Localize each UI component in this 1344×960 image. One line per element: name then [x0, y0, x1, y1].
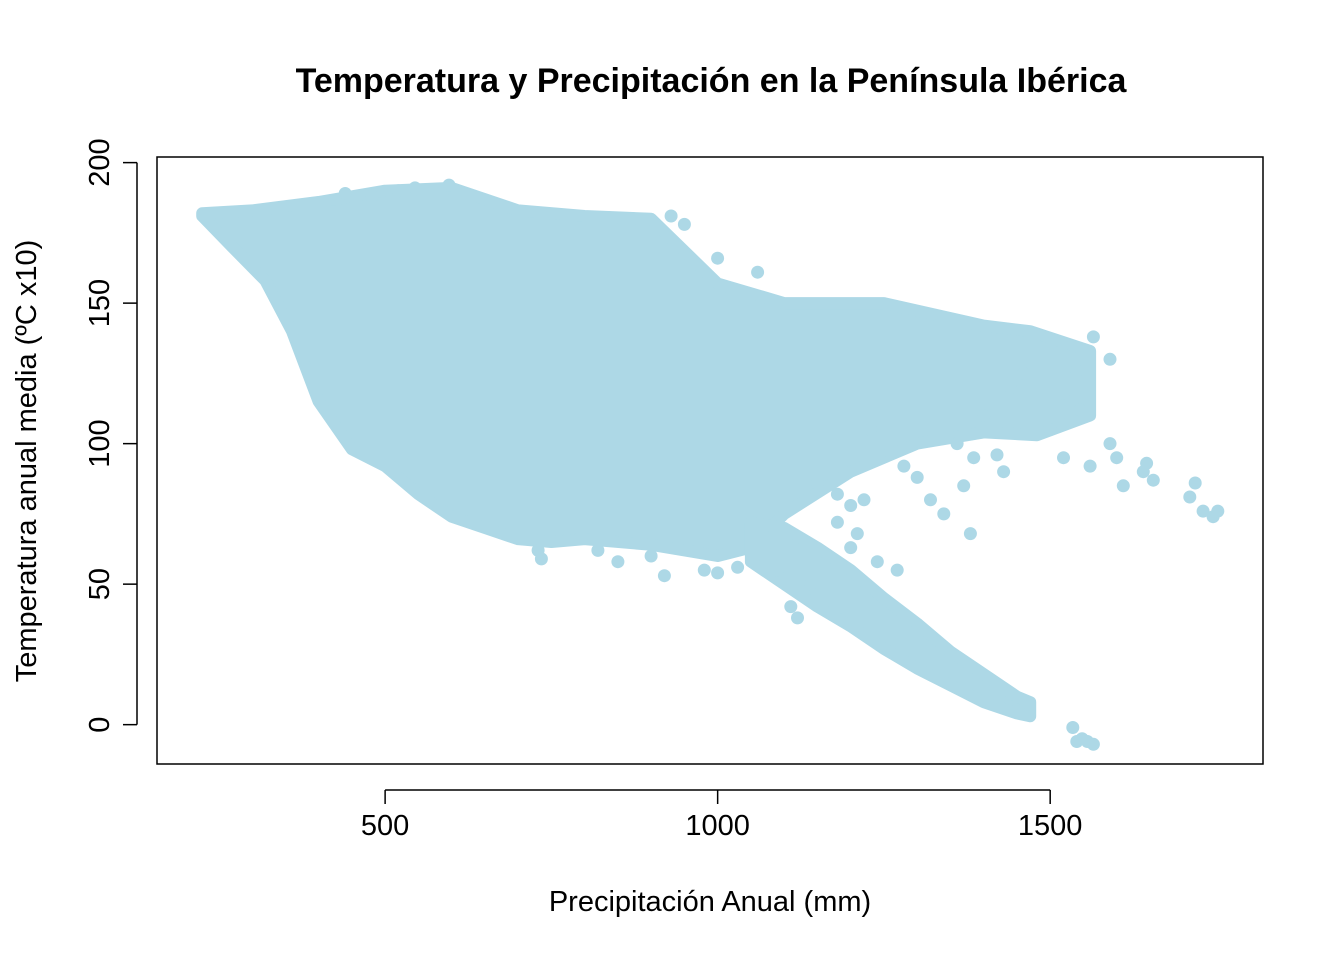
- data-point: [591, 543, 605, 557]
- data-point: [1196, 504, 1210, 518]
- data-point: [963, 527, 977, 541]
- y-axis: 0 50 100 150 200: [84, 138, 138, 733]
- data-point: [531, 543, 545, 557]
- x-tick-label: 1000: [685, 810, 750, 842]
- data-point: [1066, 721, 1080, 734]
- data-point: [644, 549, 658, 563]
- data-point: [1070, 364, 1084, 378]
- data-point: [711, 566, 725, 580]
- data-point: [365, 189, 379, 203]
- y-tick-label: 0: [84, 717, 116, 733]
- plot-area: [196, 178, 1225, 751]
- y-tick-label: 50: [84, 568, 116, 600]
- data-point: [1103, 352, 1117, 366]
- data-point: [910, 470, 924, 484]
- data-point: [810, 476, 824, 490]
- data-point: [1103, 437, 1117, 451]
- x-axis: 500 1000 1500: [361, 789, 1083, 842]
- data-point: [751, 265, 765, 279]
- data-point: [850, 527, 864, 541]
- data-point: [830, 487, 844, 501]
- data-point: [1086, 330, 1100, 344]
- data-point: [1057, 386, 1070, 400]
- data-point: [884, 445, 898, 459]
- data-point: [1083, 459, 1097, 473]
- data-point: [1116, 479, 1130, 493]
- data-point: [830, 515, 844, 529]
- data-point: [697, 563, 711, 577]
- data-point: [1211, 504, 1225, 518]
- data-point: [890, 563, 904, 577]
- data-point: [338, 187, 352, 200]
- data-point: [611, 555, 625, 569]
- chart-title: Temperatura y Precipitación en la Peníns…: [296, 62, 1128, 100]
- data-point: [844, 541, 858, 555]
- data-point: [408, 181, 422, 195]
- data-point: [977, 409, 991, 422]
- data-point: [1110, 451, 1124, 465]
- data-point: [784, 600, 798, 614]
- x-axis-label: Precipitación Anual (mm): [549, 886, 871, 918]
- data-point: [664, 209, 678, 223]
- data-point: [864, 423, 878, 437]
- x-tick-label: 1500: [1018, 810, 1083, 842]
- data-point: [711, 251, 725, 265]
- data-point: [1057, 451, 1070, 465]
- data-point: [897, 459, 911, 473]
- data-point: [677, 217, 691, 231]
- data-point: [937, 507, 951, 521]
- x-tick-label: 500: [361, 810, 409, 842]
- data-point: [950, 437, 964, 451]
- data-point: [771, 563, 784, 577]
- data-point: [391, 184, 405, 198]
- data-point: [1183, 490, 1197, 504]
- data-point: [442, 178, 456, 192]
- data-point: [844, 499, 858, 512]
- data-point: [990, 448, 1004, 462]
- data-point: [731, 560, 745, 574]
- data-point: [967, 451, 981, 465]
- data-point: [870, 555, 884, 569]
- data-point: [1086, 737, 1100, 751]
- data-point: [1188, 476, 1202, 490]
- data-point: [997, 465, 1011, 479]
- data-point: [1043, 423, 1057, 437]
- data-point: [957, 479, 971, 493]
- point-cloud-tail: [744, 516, 1037, 723]
- data-point: [1136, 465, 1150, 479]
- data-point: [791, 611, 804, 625]
- data-point: [1003, 380, 1017, 394]
- data-point: [857, 493, 871, 507]
- data-point: [657, 569, 671, 583]
- plot-frame: [156, 156, 1264, 765]
- data-point: [1017, 366, 1031, 380]
- y-axis-label: Temperatura anual media (ºC x10): [11, 240, 43, 683]
- data-point: [1146, 473, 1160, 487]
- data-point: [804, 577, 818, 591]
- y-tick-label: 200: [84, 138, 116, 186]
- y-tick-label: 100: [84, 419, 116, 467]
- data-point: [1073, 403, 1087, 417]
- data-point: [924, 493, 937, 507]
- y-tick-label: 150: [84, 279, 116, 327]
- point-cloud-main: [196, 181, 1097, 562]
